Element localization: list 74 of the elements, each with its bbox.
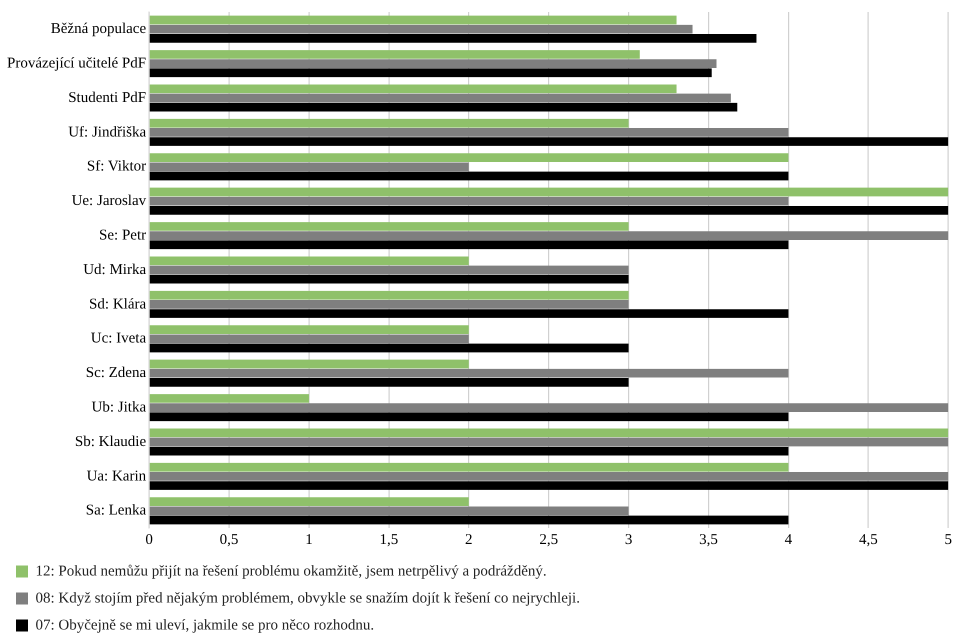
bar (150, 16, 677, 24)
bar (150, 172, 788, 180)
y-tick-label: Ua: Karin (86, 468, 147, 484)
y-tick-label: Se: Petr (99, 228, 146, 244)
y-tick-label: Sd: Klára (89, 296, 146, 312)
bar (150, 516, 788, 524)
x-tick-label: 0,5 (220, 532, 238, 548)
bar (150, 497, 469, 506)
bar (150, 290, 629, 300)
y-tick-label: Sb: Klaudie (74, 434, 146, 450)
bar (150, 334, 469, 344)
legend-label: 07: Obyčejně se mi uleví, jakmile se pro něco rozhodnu. (36, 617, 374, 634)
y-tick-label: Sf: Viktor (86, 158, 146, 175)
bar (150, 481, 948, 490)
legend-label: 08: Když stojím před nějakým problémem, obvykle se snažím dojít k řešení co nejrychleji. (36, 590, 580, 606)
bar (150, 240, 788, 250)
y-tick-label: Studenti PdF (68, 90, 146, 106)
x-tick-label: 5 (944, 532, 952, 548)
y-tick-label: Ue: Jaroslav (72, 193, 147, 210)
bar (150, 102, 738, 112)
x-tick-label: 1,5 (379, 532, 398, 548)
bar (150, 506, 629, 516)
x-tick-label: 2 (465, 532, 473, 548)
bar (150, 412, 788, 422)
bar (150, 128, 788, 137)
y-tick-label: Uf: Jindřiška (68, 124, 146, 140)
bar (150, 50, 640, 59)
bar (150, 266, 629, 274)
x-tick-label: 2,5 (539, 532, 558, 548)
bar (150, 206, 948, 215)
bar (150, 309, 788, 318)
bar (150, 256, 469, 266)
bar (150, 325, 469, 334)
bar (150, 344, 629, 352)
bar (150, 438, 948, 446)
bar (150, 446, 788, 456)
y-tick-label: Provázející učitelé PdF (6, 56, 146, 72)
bar (150, 394, 309, 403)
bar (150, 403, 948, 412)
x-tick-label: 1 (305, 532, 313, 548)
y-tick-label: Sa: Lenka (86, 502, 146, 519)
x-tick-label: 0 (145, 532, 153, 548)
bar (150, 196, 788, 206)
bar (150, 137, 948, 146)
y-tick-label: Ud: Mirka (83, 262, 146, 278)
bar (150, 34, 756, 43)
legend-label: 12: Pokud nemůžu přijít na řešení problému okamžitě, jsem netrpělivý a podrážděný. (36, 563, 547, 580)
bar (150, 428, 948, 438)
bar (150, 360, 469, 368)
x-tick-label: 3,5 (699, 532, 718, 548)
y-tick-label: Sc: Zdena (86, 365, 146, 382)
bar (150, 24, 693, 34)
bar (150, 231, 948, 240)
y-tick-label: Uc: Iveta (90, 330, 146, 347)
x-tick-label: 4,5 (858, 532, 878, 548)
bar (150, 153, 788, 162)
bar (150, 462, 788, 472)
bar (150, 222, 629, 231)
bar (150, 378, 629, 387)
bar (150, 162, 469, 172)
bar (150, 368, 788, 378)
bar (150, 68, 712, 78)
bar (150, 59, 717, 68)
bar (150, 274, 629, 284)
y-tick-label: Běžná populace (50, 21, 146, 38)
bar (150, 472, 948, 481)
bar (150, 188, 948, 196)
bar (150, 118, 629, 128)
bar (150, 84, 677, 94)
x-tick-label: 3 (624, 532, 632, 548)
x-tick-label: 4 (784, 532, 793, 548)
bar (150, 94, 731, 102)
y-tick-label: Ub: Jitka (92, 400, 146, 416)
bar (150, 300, 629, 309)
